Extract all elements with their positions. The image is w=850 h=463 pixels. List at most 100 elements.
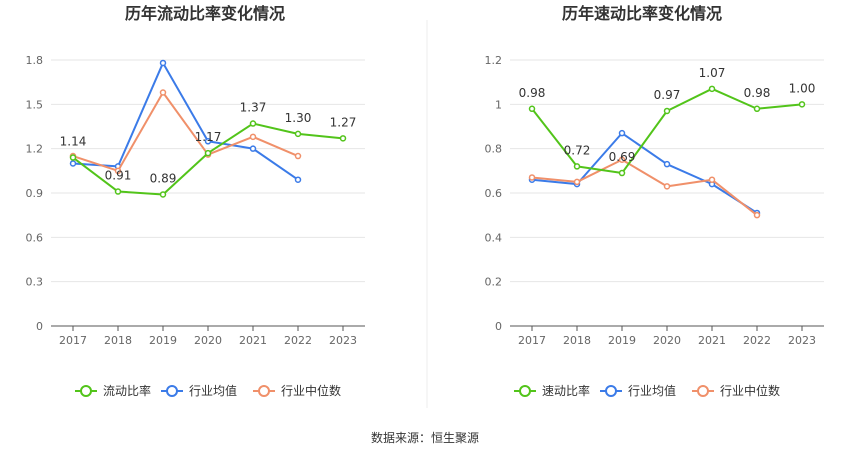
data-point-median	[753, 211, 761, 219]
data-label: 1.27	[330, 115, 357, 129]
x-tick-label: 2020	[653, 334, 681, 347]
x-tick-label: 2019	[608, 334, 636, 347]
data-point-main	[573, 163, 581, 170]
legend-item-median: 行业中位数	[253, 383, 341, 398]
data-point-main	[204, 149, 212, 157]
data-point-main	[753, 105, 761, 113]
legend-label: 流动比率	[103, 383, 151, 398]
y-tick-label: 0	[36, 320, 43, 333]
legend-item-main: 流动比率	[75, 383, 151, 398]
y-tick-label: 0.8	[485, 143, 503, 156]
legend-marker	[258, 385, 270, 397]
data-point-avg	[663, 160, 671, 168]
data-point-main	[159, 191, 167, 198]
x-tick-label: 2017	[59, 334, 87, 347]
data-label: 1.07	[699, 66, 726, 80]
y-tick-label: 0.4	[485, 231, 503, 244]
data-point-avg	[204, 138, 212, 145]
data-label: 0.98	[744, 86, 771, 100]
x-tick-label: 2023	[788, 334, 816, 347]
data-label: 1.00	[789, 81, 816, 95]
legend-marker	[80, 385, 92, 397]
data-point-median	[573, 178, 581, 186]
y-tick-label: 1.2	[485, 54, 503, 67]
data-source-text: 数据来源：恒生聚源	[371, 430, 479, 445]
legend-item-median: 行业中位数	[692, 383, 780, 398]
legend-label: 行业均值	[628, 383, 676, 398]
legend-marker	[697, 385, 709, 397]
legend-item-avg: 行业均值	[600, 383, 676, 398]
y-tick-label: 0.9	[26, 187, 44, 200]
y-tick-label: 0.2	[485, 276, 503, 289]
y-tick-label: 0	[495, 320, 502, 333]
data-point-main	[339, 135, 347, 142]
data-point-avg	[249, 145, 257, 152]
chart-panel-1: 历年流动比率变化情况 0 0.3 0.6 0.9 1.2 1.5 1.8 2017 2018 201…	[26, 4, 365, 398]
data-point-main	[663, 107, 671, 115]
legend-label: 行业中位数	[720, 383, 780, 398]
x-tick-label: 2020	[194, 334, 222, 347]
data-point-avg	[618, 129, 626, 137]
data-label: 0.72	[564, 143, 591, 157]
data-label: 1.14	[60, 135, 87, 149]
data-point-main	[69, 154, 77, 161]
data-point-main	[528, 105, 536, 113]
y-tick-label: 1	[495, 98, 502, 111]
data-point-main	[618, 169, 626, 177]
x-tick-label: 2018	[104, 334, 132, 347]
data-point-main	[798, 101, 806, 108]
chart-title: 历年流动比率变化情况	[125, 4, 285, 23]
data-point-avg	[159, 59, 167, 67]
data-point-median	[249, 133, 257, 141]
legend-item-avg: 行业均值	[161, 383, 237, 398]
data-label: 1.30	[285, 111, 312, 125]
data-point-avg	[294, 176, 302, 183]
y-tick-label: 1.2	[26, 143, 44, 156]
x-tick-label: 2018	[563, 334, 591, 347]
y-tick-label: 0.6	[26, 231, 44, 244]
chart-title: 历年速动比率变化情况	[562, 4, 722, 23]
y-tick-label: 1.5	[26, 98, 44, 111]
data-point-median	[663, 183, 671, 190]
x-tick-label: 2022	[284, 334, 312, 347]
y-tick-label: 0.3	[26, 276, 44, 289]
series-line-avg	[72, 61, 299, 181]
data-label: 0.98	[519, 86, 546, 100]
legend-label: 行业均值	[189, 383, 237, 398]
y-tick-label: 1.8	[26, 54, 44, 67]
y-tick-label: 0.6	[485, 187, 503, 200]
legend-label: 行业中位数	[281, 383, 341, 398]
data-label: 1.37	[240, 101, 267, 115]
x-tick-label: 2021	[698, 334, 726, 347]
data-point-main	[708, 85, 716, 93]
data-label: 1.17	[195, 130, 222, 144]
data-point-median	[528, 174, 536, 181]
x-tick-label: 2021	[239, 334, 267, 347]
data-point-median	[114, 167, 122, 175]
data-label: 0.97	[654, 88, 681, 102]
legend-marker	[519, 385, 531, 397]
data-point-main	[114, 188, 122, 195]
x-tick-label: 2023	[329, 334, 357, 347]
series-line-avg	[531, 132, 758, 214]
legend-label: 速动比率	[542, 383, 590, 398]
data-point-median	[159, 89, 167, 96]
data-label: 0.91	[105, 169, 132, 183]
x-tick-label: 2017	[518, 334, 546, 347]
data-point-avg	[69, 160, 77, 167]
x-tick-label: 2022	[743, 334, 771, 347]
data-label: 0.69	[609, 150, 636, 164]
chart-panel-2: 历年速动比率变化情况 0 0.2 0.4 0.6 0.8 1 1.2 2017 2018 2019 2…	[485, 4, 824, 398]
data-point-main	[249, 120, 257, 127]
series-line-median	[72, 91, 299, 172]
legend-marker	[605, 385, 617, 397]
legend-item-main: 速动比率	[514, 383, 590, 398]
x-tick-label: 2019	[149, 334, 177, 347]
data-point-main	[294, 130, 302, 138]
data-point-median	[708, 176, 716, 183]
data-point-median	[294, 152, 302, 160]
data-label: 0.89	[150, 171, 177, 185]
series-line-median	[531, 158, 758, 216]
